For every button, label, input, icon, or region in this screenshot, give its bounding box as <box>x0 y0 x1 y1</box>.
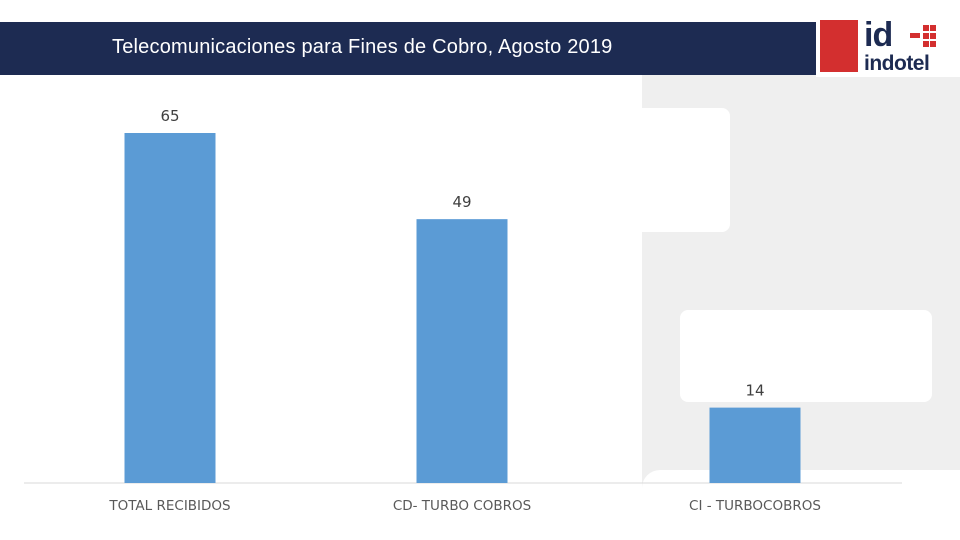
data-label-2: 49 <box>452 193 471 211</box>
category-label-3: CI - TURBOCOBROS <box>689 498 821 514</box>
background-cutout <box>680 310 932 402</box>
category-label-2: CD- TURBO COBROS <box>393 498 531 514</box>
bar-3 <box>709 407 801 483</box>
bar-1 <box>124 133 216 483</box>
logo-grid-icon <box>910 25 936 47</box>
background-cutout <box>642 470 960 540</box>
logo-name: indotel <box>864 52 930 75</box>
category-label-1: TOTAL RECIBIDOS <box>108 498 230 514</box>
data-label-3: 14 <box>745 382 764 400</box>
bar-2 <box>416 219 508 483</box>
data-label-1: 65 <box>160 107 179 125</box>
indotel-logo: id indotel <box>816 15 960 77</box>
page-title: Telecomunicaciones para Fines de Cobro, … <box>112 36 613 58</box>
logo-mark: id <box>864 16 893 54</box>
background-cutout <box>642 108 730 232</box>
logo-red-block <box>820 20 858 72</box>
title-bar: Telecomunicaciones para Fines de Cobro, … <box>0 22 816 75</box>
